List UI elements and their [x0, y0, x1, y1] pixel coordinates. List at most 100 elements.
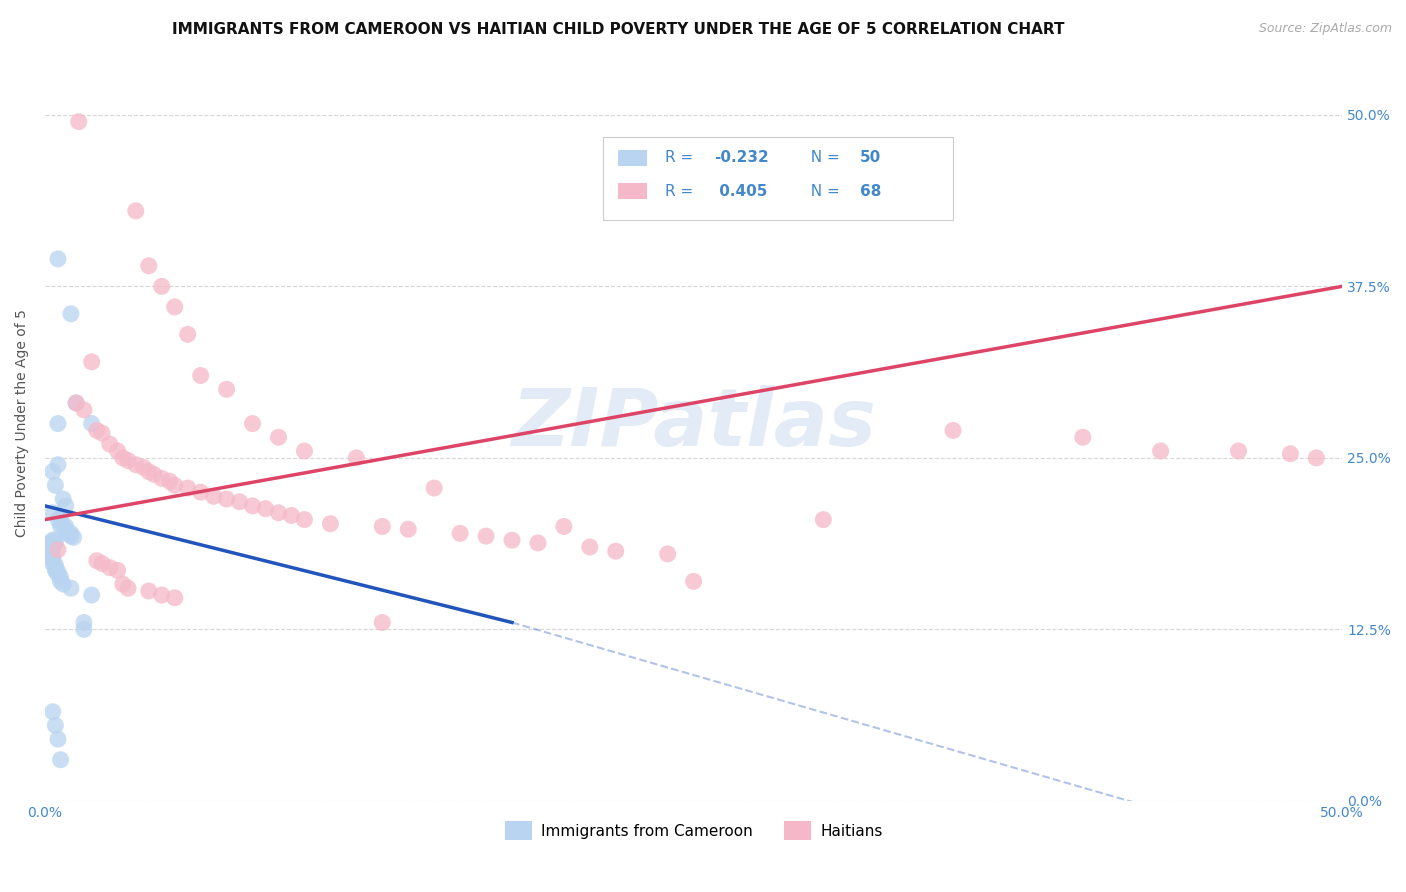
Point	[98, 560, 121, 574]
Point	[80, 588, 103, 602]
Point	[280, 508, 302, 523]
Point	[39, 540, 62, 554]
Point	[91, 426, 114, 441]
Point	[59, 307, 82, 321]
Point	[344, 450, 367, 465]
Point	[49, 574, 72, 589]
Point	[73, 402, 96, 417]
Point	[150, 471, 173, 485]
Point	[59, 529, 82, 543]
Point	[138, 465, 160, 479]
Point	[125, 458, 148, 472]
Point	[163, 300, 186, 314]
Point	[117, 453, 139, 467]
Point	[294, 444, 316, 458]
Point	[371, 615, 394, 630]
Point	[58, 526, 80, 541]
Point	[42, 465, 65, 479]
FancyBboxPatch shape	[619, 183, 647, 200]
Point	[46, 542, 69, 557]
Point	[159, 474, 181, 488]
Point	[1279, 447, 1302, 461]
Point	[52, 519, 75, 533]
Point	[49, 753, 72, 767]
Legend: Immigrants from Cameroon, Haitians: Immigrants from Cameroon, Haitians	[499, 815, 889, 847]
Point	[42, 541, 65, 556]
Point	[150, 588, 173, 602]
Point	[46, 567, 69, 582]
Point	[37, 542, 59, 557]
Point	[215, 382, 238, 396]
Text: ZIPatlas: ZIPatlas	[512, 384, 876, 463]
Point	[39, 536, 62, 550]
Point	[59, 581, 82, 595]
Point	[58, 526, 80, 541]
Point	[579, 540, 602, 554]
Point	[73, 615, 96, 630]
Point	[42, 554, 65, 568]
Point	[813, 513, 835, 527]
Point	[91, 557, 114, 571]
FancyBboxPatch shape	[619, 150, 647, 166]
Text: 50: 50	[859, 151, 882, 165]
Point	[107, 563, 129, 577]
Point	[42, 506, 65, 520]
Point	[150, 279, 173, 293]
Point	[80, 417, 103, 431]
Point	[44, 563, 66, 577]
Point	[44, 560, 66, 574]
Point	[44, 478, 66, 492]
Point	[46, 565, 69, 579]
Point	[475, 529, 498, 543]
Y-axis label: Child Poverty Under the Age of 5: Child Poverty Under the Age of 5	[15, 310, 30, 538]
Point	[46, 513, 69, 527]
Point	[46, 458, 69, 472]
Point	[1071, 430, 1094, 444]
Point	[1227, 444, 1250, 458]
Point	[176, 327, 198, 342]
Point	[242, 499, 264, 513]
Point	[163, 478, 186, 492]
Point	[98, 437, 121, 451]
Point	[242, 417, 264, 431]
Point	[202, 489, 225, 503]
Point	[44, 558, 66, 572]
Point	[44, 536, 66, 550]
Point	[39, 547, 62, 561]
Point	[553, 519, 575, 533]
Point	[80, 355, 103, 369]
Point	[682, 574, 704, 589]
Point	[267, 506, 290, 520]
Point	[228, 495, 250, 509]
Text: -0.232: -0.232	[714, 151, 769, 165]
Point	[111, 577, 134, 591]
Point	[117, 581, 139, 595]
Point	[39, 544, 62, 558]
Point	[55, 499, 77, 513]
Point	[65, 396, 87, 410]
Point	[73, 623, 96, 637]
Point	[657, 547, 679, 561]
Point	[86, 424, 108, 438]
Point	[55, 519, 77, 533]
Point	[49, 570, 72, 584]
Point	[190, 368, 212, 383]
Point	[67, 114, 90, 128]
Point	[138, 583, 160, 598]
Point	[107, 444, 129, 458]
Point	[42, 533, 65, 548]
Text: Source: ZipAtlas.com: Source: ZipAtlas.com	[1258, 22, 1392, 36]
Point	[42, 557, 65, 571]
Point	[267, 430, 290, 444]
Point	[449, 526, 471, 541]
Point	[942, 424, 965, 438]
Point	[44, 718, 66, 732]
Text: 0.405: 0.405	[714, 184, 768, 199]
Point	[52, 491, 75, 506]
Point	[42, 705, 65, 719]
Point	[49, 519, 72, 533]
Text: R =: R =	[665, 184, 699, 199]
Point	[294, 513, 316, 527]
Point	[132, 460, 155, 475]
Point	[254, 501, 277, 516]
